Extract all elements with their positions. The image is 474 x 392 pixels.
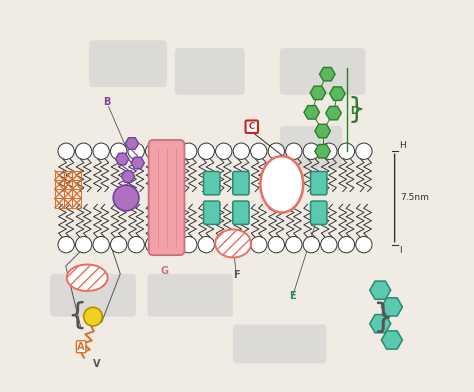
Polygon shape: [382, 298, 402, 316]
Circle shape: [110, 236, 127, 253]
Polygon shape: [319, 67, 335, 81]
Circle shape: [268, 143, 284, 160]
Circle shape: [146, 236, 162, 253]
Polygon shape: [370, 281, 391, 299]
Circle shape: [110, 143, 127, 160]
Circle shape: [321, 143, 337, 160]
Bar: [55, 180, 64, 189]
Circle shape: [163, 143, 179, 160]
Circle shape: [146, 143, 162, 160]
Circle shape: [83, 307, 102, 326]
Circle shape: [75, 236, 92, 253]
FancyBboxPatch shape: [89, 40, 167, 87]
Circle shape: [58, 236, 74, 253]
Bar: [73, 171, 82, 180]
Polygon shape: [382, 331, 402, 349]
Circle shape: [216, 236, 232, 253]
FancyBboxPatch shape: [203, 201, 220, 224]
Bar: [64, 189, 73, 198]
Circle shape: [233, 143, 249, 160]
Bar: [55, 189, 64, 198]
Circle shape: [303, 143, 319, 160]
Polygon shape: [310, 86, 326, 100]
Polygon shape: [315, 124, 330, 138]
Text: {: {: [365, 299, 386, 332]
Circle shape: [58, 143, 74, 160]
Circle shape: [356, 143, 372, 160]
FancyBboxPatch shape: [280, 126, 342, 169]
Circle shape: [338, 143, 355, 160]
Text: E: E: [290, 291, 296, 301]
FancyBboxPatch shape: [50, 274, 136, 317]
Bar: [64, 180, 73, 189]
Polygon shape: [326, 106, 341, 120]
Ellipse shape: [260, 156, 303, 212]
Circle shape: [113, 185, 139, 211]
Circle shape: [181, 143, 197, 160]
Circle shape: [181, 236, 197, 253]
Text: A: A: [77, 342, 85, 352]
FancyBboxPatch shape: [233, 201, 249, 224]
Circle shape: [338, 236, 355, 253]
FancyBboxPatch shape: [175, 48, 245, 95]
Circle shape: [321, 236, 337, 253]
FancyBboxPatch shape: [310, 171, 327, 195]
FancyBboxPatch shape: [203, 171, 220, 195]
Polygon shape: [370, 314, 391, 333]
Bar: [73, 189, 82, 198]
Circle shape: [286, 236, 302, 253]
Circle shape: [251, 236, 267, 253]
FancyBboxPatch shape: [246, 120, 258, 133]
Circle shape: [198, 236, 214, 253]
Circle shape: [303, 236, 319, 253]
Text: B: B: [103, 96, 110, 107]
Circle shape: [233, 236, 249, 253]
Ellipse shape: [67, 265, 108, 291]
Circle shape: [251, 143, 267, 160]
Bar: [55, 198, 64, 208]
Text: D: D: [350, 106, 358, 116]
Polygon shape: [116, 153, 129, 165]
Bar: [64, 198, 73, 208]
Polygon shape: [121, 171, 135, 182]
Polygon shape: [131, 157, 145, 169]
FancyBboxPatch shape: [233, 325, 327, 363]
FancyBboxPatch shape: [147, 274, 233, 317]
Ellipse shape: [215, 229, 251, 258]
Text: 7.5nm: 7.5nm: [401, 193, 429, 202]
Text: }: }: [348, 96, 365, 123]
FancyBboxPatch shape: [149, 140, 184, 255]
Circle shape: [93, 143, 109, 160]
Bar: [64, 171, 73, 180]
Circle shape: [356, 236, 372, 253]
Bar: [73, 180, 82, 189]
Circle shape: [163, 236, 179, 253]
Circle shape: [198, 143, 214, 160]
Circle shape: [216, 143, 232, 160]
Circle shape: [128, 143, 145, 160]
Text: {: {: [67, 300, 86, 329]
Circle shape: [286, 143, 302, 160]
Text: V: V: [93, 359, 100, 369]
Text: C: C: [249, 122, 255, 131]
Polygon shape: [125, 138, 138, 149]
Circle shape: [93, 236, 109, 253]
FancyBboxPatch shape: [310, 201, 327, 224]
FancyBboxPatch shape: [233, 171, 249, 195]
Bar: [55, 171, 64, 180]
Circle shape: [75, 143, 92, 160]
Text: F: F: [233, 270, 240, 280]
Text: G: G: [161, 266, 169, 276]
Text: H: H: [399, 141, 406, 150]
Polygon shape: [315, 145, 330, 158]
Circle shape: [128, 236, 145, 253]
Polygon shape: [304, 105, 319, 119]
Text: I: I: [399, 246, 402, 255]
Bar: [73, 198, 82, 208]
FancyBboxPatch shape: [280, 48, 365, 95]
Polygon shape: [329, 87, 345, 100]
Circle shape: [268, 236, 284, 253]
